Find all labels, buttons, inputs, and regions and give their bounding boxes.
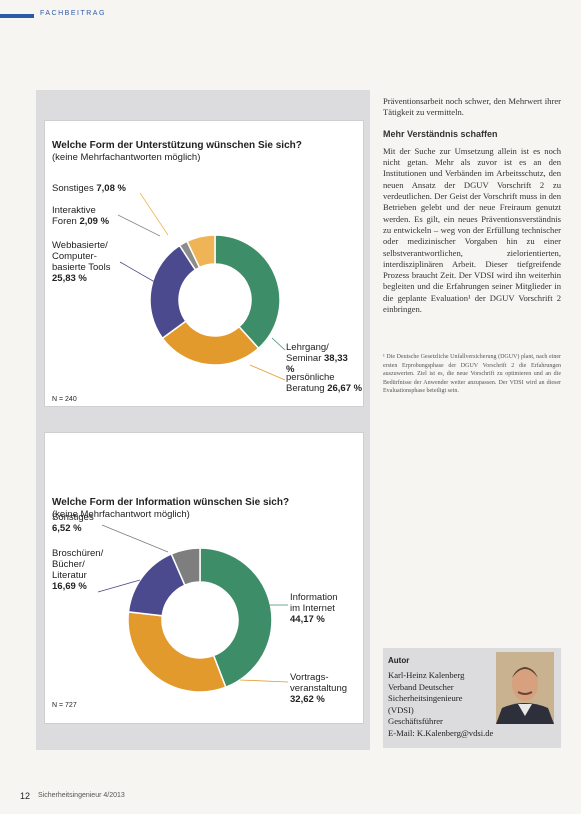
value-label: 25,83 %: [52, 273, 87, 284]
journal: Sicherheitsingenieur 4/2013: [38, 792, 125, 799]
chart-title: Welche Form der Information wünschen Sie…: [52, 497, 290, 508]
value-label: 32,62 %: [290, 694, 325, 705]
segment-label: persönliche Beratung 26,67 %: [286, 372, 366, 394]
category-label: persönliche Beratung: [286, 372, 335, 394]
segment-label: Sonstiges 6,52 %: [52, 512, 112, 534]
category-label: Information im Internet: [290, 592, 338, 614]
author-role: Geschäftsführer: [388, 716, 443, 726]
chart-subtitle: (keine Mehrfachantworten möglich): [52, 152, 201, 163]
segment-label: Interaktive Foren 2,09 %: [52, 205, 118, 227]
donut-segment: [170, 547, 201, 587]
chart-note: N = 727: [52, 702, 77, 709]
category-label: Broschüren/ Bücher/ Literatur: [52, 548, 104, 581]
leader-line: [119, 261, 161, 286]
page-number: 12: [20, 791, 31, 801]
value-label: 38,33 %: [286, 353, 348, 375]
author-photo: [496, 652, 554, 724]
leader-line: [97, 579, 141, 593]
category-label: Sonstiges: [52, 512, 94, 523]
leader-line: [101, 524, 169, 553]
value-label: 26,67 %: [327, 383, 363, 394]
chart-title: Welche Form der Unterstützung wünschen S…: [52, 140, 302, 151]
body: Mit der Suche zur Umsetzung allein ist e…: [383, 145, 561, 315]
segment-label: Information im Internet 44,17 %: [290, 592, 350, 625]
segment-label: Vortrags-veranstaltung 32,62 %: [290, 672, 360, 705]
author-org: Verband Deutscher Sicherheitsingenieure …: [388, 681, 463, 715]
author-name: Karl-Heinz Kalenberg: [388, 670, 465, 680]
donut-segment: [214, 234, 281, 350]
segment-label: Broschüren/ Bücher/ Literatur 16,69 %: [52, 548, 112, 592]
author-label: Autor: [388, 656, 410, 665]
donut-segment: [127, 611, 227, 693]
author-email: E-Mail: K.Kalenberg@vdsi.de: [388, 727, 494, 738]
segment-label: Sonstiges 7,08 %: [52, 183, 162, 194]
leader-line: [239, 679, 289, 683]
author-text: Karl-Heinz Kalenberg Verband Deutscher S…: [388, 670, 494, 739]
footnote: ¹ Die Deutsche Gesetzliche Unfallversich…: [383, 354, 561, 394]
leader-line: [139, 192, 169, 236]
intro: Präventionsarbeit noch schwer, den Mehrw…: [383, 96, 561, 118]
category-label: Sonstiges: [52, 183, 94, 194]
segment-label: Lehrgang/ Seminar 38,33 %: [286, 342, 356, 375]
section-label: FACHBEITRAG: [40, 10, 106, 17]
leader-line: [249, 364, 286, 381]
value-label: 7,08 %: [96, 183, 126, 194]
header-bar: [0, 14, 34, 18]
leader-line: [271, 337, 286, 351]
heading: Mehr Verständnis schaffen: [383, 128, 498, 139]
category-label: Lehrgang/ Seminar: [286, 342, 329, 364]
value-label: 6,52 %: [52, 523, 82, 534]
donut-segment: [199, 547, 273, 689]
value-label: 16,69 %: [52, 581, 87, 592]
chart-subtitle: (keine Mehrfachantwort möglich): [52, 509, 190, 520]
article: Präventionsarbeit noch schwer, den Mehrw…: [383, 96, 561, 395]
value-label: 44,17 %: [290, 614, 325, 625]
chart-note: N = 240: [52, 396, 77, 403]
value-label: 2,09 %: [79, 216, 110, 227]
segment-label: Webbasierte/ Computer-basierte Tools 25,…: [52, 240, 118, 284]
leader-line: [117, 214, 161, 237]
category-label: Vortrags-veranstaltung: [290, 672, 348, 694]
category-label: Interaktive Foren: [52, 205, 96, 227]
donut-segment: [186, 234, 216, 269]
category-label: Webbasierte/ Computer-basierte Tools: [52, 240, 111, 273]
